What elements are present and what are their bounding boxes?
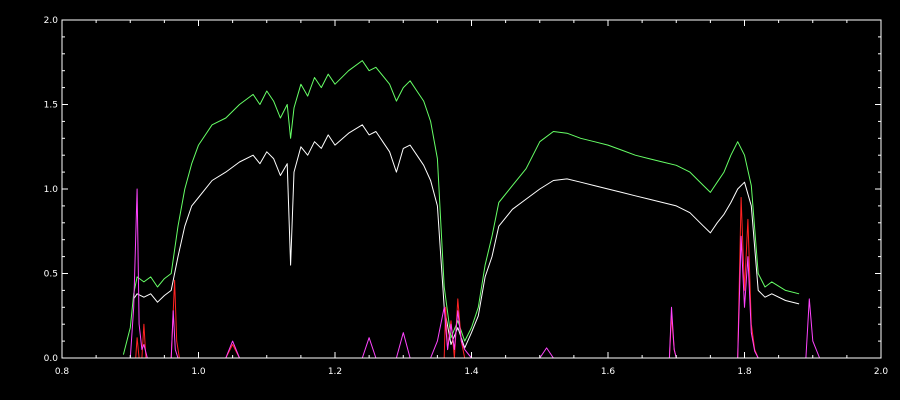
x-tick-label-1.2: 1.2 — [328, 367, 342, 377]
y-tick-label-1.0: 1.0 — [44, 185, 59, 195]
x-tick-label-1.8: 1.8 — [737, 367, 752, 377]
x-tick-label-2.0: 2.0 — [874, 367, 889, 377]
y-tick-label-0.0: 0.0 — [44, 354, 59, 364]
y-axis: 0.0 0.5 1.0 1.5 2.0 — [44, 16, 881, 364]
series-line-4 — [116, 188, 847, 359]
series-line-1 — [122, 60, 800, 355]
x-tick-label-1.6: 1.6 — [601, 367, 616, 377]
series-line-2 — [133, 124, 800, 349]
y-tick-label-1.5: 1.5 — [44, 101, 58, 111]
series-layer — [116, 60, 847, 359]
x-axis: 0.8 1.0 1.2 1.4 1.6 1.8 2.0 — [55, 20, 889, 377]
x-tick-label-1.4: 1.4 — [464, 367, 479, 377]
y-tick-label-2.0: 2.0 — [44, 16, 59, 26]
x-tick-label-0.8: 0.8 — [55, 367, 70, 377]
x-tick-label-1.0: 1.0 — [191, 367, 206, 377]
y-tick-label-0.5: 0.5 — [44, 270, 58, 280]
